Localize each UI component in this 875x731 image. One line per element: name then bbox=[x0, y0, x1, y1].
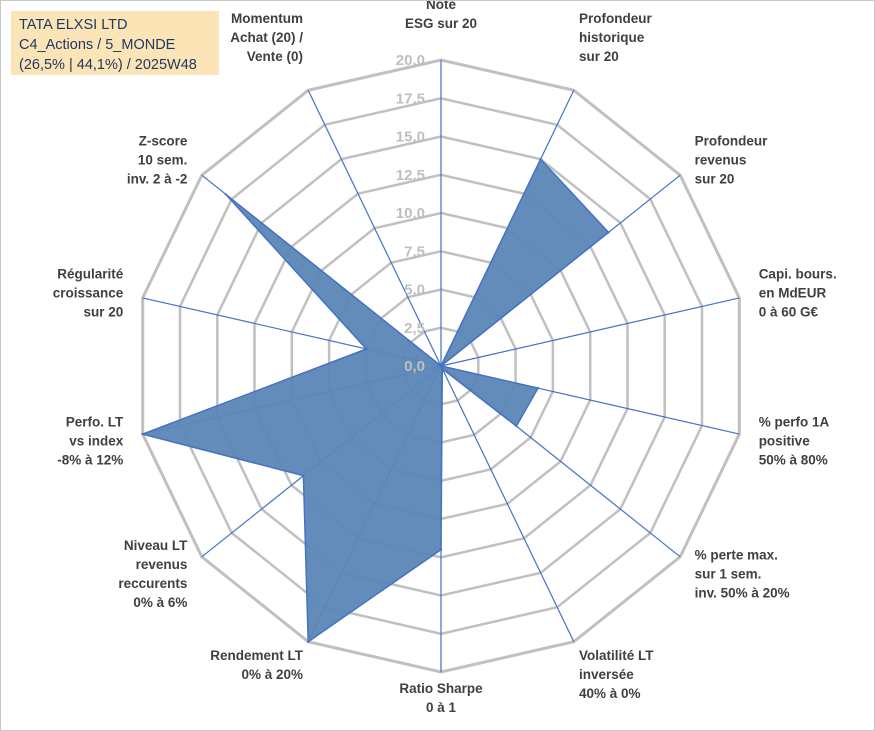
company-name: TATA ELXSI LTD bbox=[19, 17, 128, 33]
tick-label: 20,0 bbox=[396, 52, 425, 69]
data-point bbox=[141, 432, 144, 436]
axis-label: 0% à 20% bbox=[241, 667, 303, 682]
axis-label: inversée bbox=[579, 667, 634, 682]
axis-label: Z-score bbox=[139, 134, 188, 149]
axis-label: inv. 50% à 20% bbox=[695, 586, 790, 601]
axis-spoke bbox=[307, 90, 442, 367]
tick-label: 15,0 bbox=[396, 129, 425, 146]
axis-label: sur 1 sem. bbox=[695, 567, 762, 582]
axis-label: historique bbox=[579, 30, 645, 45]
axis-label: sur 20 bbox=[579, 49, 619, 64]
axis-label: Ratio Sharpe bbox=[399, 681, 483, 696]
axis-label: Profondeur bbox=[579, 11, 652, 26]
radar-tick-labels: 0,0 2,5 5,0 7,5 10,0 12,5 15,0 17,5 20,0 bbox=[396, 52, 425, 375]
axis-label: sur 20 bbox=[695, 172, 735, 187]
axis-label: Capi. bours. bbox=[759, 267, 837, 282]
axis-label: 0 à 1 bbox=[426, 700, 457, 715]
axis-label: Perfo. LT bbox=[66, 414, 124, 429]
axis-label: ESG sur 20 bbox=[405, 16, 477, 31]
axis-label: Vente (0) bbox=[247, 49, 303, 64]
data-point bbox=[539, 158, 542, 161]
axis-label: positive bbox=[759, 433, 811, 448]
data-point bbox=[441, 367, 444, 370]
axis-label: 10 sem. bbox=[138, 153, 188, 168]
stats-label: (26,5% | 44,1%) / 2025W48 bbox=[19, 57, 197, 73]
axis-spoke bbox=[440, 365, 575, 642]
axis-label: -8% à 12% bbox=[57, 452, 123, 467]
tick-label: 5,0 bbox=[404, 282, 425, 299]
data-point bbox=[365, 347, 368, 351]
axis-label: % perte max. bbox=[695, 548, 778, 563]
axis-label: 40% à 0% bbox=[579, 686, 641, 701]
category-label: C4_Actions / 5_MONDE bbox=[19, 37, 176, 53]
radar-series bbox=[141, 158, 610, 643]
tick-label: 2,5 bbox=[404, 320, 425, 337]
axis-label: revenus bbox=[136, 557, 188, 572]
data-point bbox=[307, 640, 310, 643]
axis-label: revenus bbox=[695, 153, 747, 168]
axis-label: sur 20 bbox=[84, 305, 124, 320]
axis-label: Profondeur bbox=[695, 134, 768, 149]
data-point bbox=[439, 364, 443, 368]
axis-label: 0% à 6% bbox=[133, 595, 187, 610]
data-point bbox=[536, 386, 540, 390]
axis-label: Achat (20) / bbox=[230, 30, 303, 45]
tick-label: 10,0 bbox=[396, 205, 425, 222]
info-box: TATA ELXSI LTD C4_Actions / 5_MONDE (26,… bbox=[11, 11, 219, 75]
data-point bbox=[224, 193, 227, 196]
axis-label: en MdEUR bbox=[759, 286, 827, 301]
data-series-area bbox=[141, 158, 610, 643]
axis-label: Niveau LT bbox=[124, 538, 188, 553]
axis-label: Régularité bbox=[57, 267, 124, 282]
axis-label: Note bbox=[426, 1, 456, 12]
axis-label: Volatilité LT bbox=[579, 648, 654, 663]
radar-axis-labels: Note ESG sur 20 Profondeur historique sur 20… bbox=[53, 1, 837, 715]
data-point bbox=[439, 548, 443, 551]
axis-label: Momentum bbox=[231, 11, 303, 26]
axis-label: croissance bbox=[53, 286, 124, 301]
axis-label: inv. 2 à -2 bbox=[127, 172, 188, 187]
axis-label: Rendement LT bbox=[210, 648, 304, 663]
tick-label: 7,5 bbox=[404, 243, 425, 260]
tick-label: 0,0 bbox=[404, 358, 425, 375]
tick-label: 17,5 bbox=[396, 90, 425, 107]
data-point bbox=[515, 424, 518, 428]
axis-label: 0 à 60 G€ bbox=[759, 305, 819, 320]
data-point bbox=[302, 474, 305, 477]
axis-label: % perfo 1A bbox=[759, 414, 830, 429]
axis-spoke bbox=[440, 297, 740, 367]
axis-label: vs index bbox=[69, 433, 124, 448]
axis-label: reccurents bbox=[118, 576, 187, 591]
tick-label: 12,5 bbox=[396, 167, 425, 184]
axis-label: 50% à 80% bbox=[759, 452, 828, 467]
data-point bbox=[607, 231, 610, 234]
